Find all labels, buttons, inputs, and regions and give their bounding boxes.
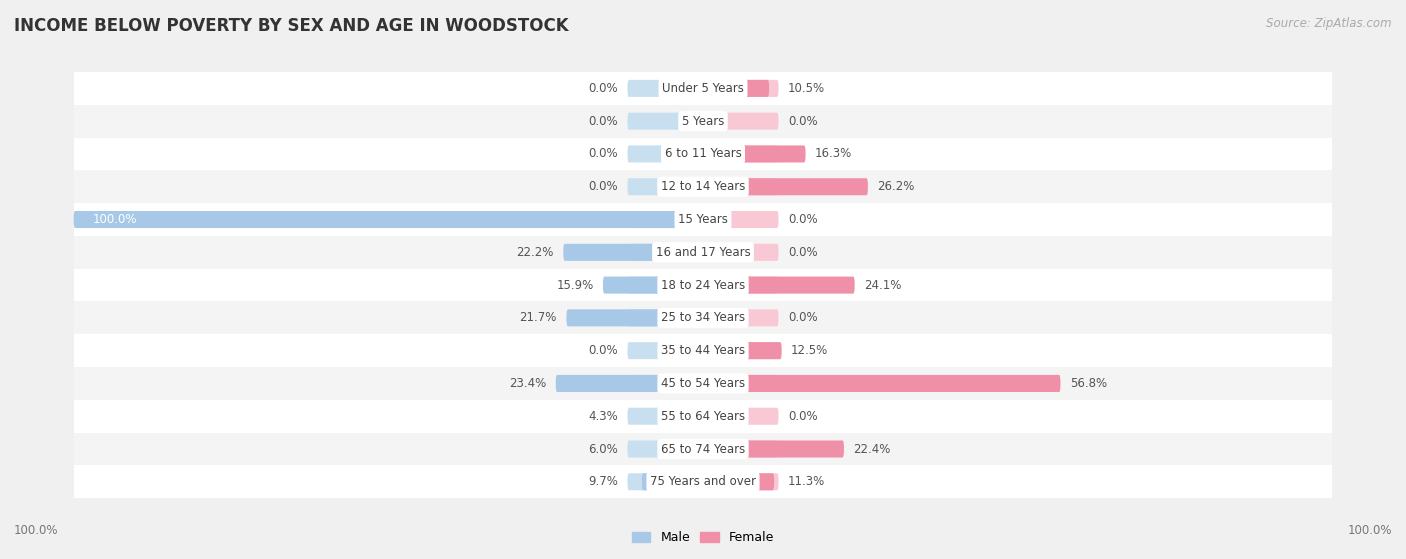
Text: 10.5%: 10.5% (787, 82, 825, 95)
Text: 0.0%: 0.0% (589, 148, 619, 160)
FancyBboxPatch shape (703, 440, 779, 457)
Text: 18 to 24 Years: 18 to 24 Years (661, 278, 745, 292)
FancyBboxPatch shape (703, 211, 779, 228)
Text: 0.0%: 0.0% (589, 82, 619, 95)
FancyBboxPatch shape (703, 244, 779, 261)
FancyBboxPatch shape (555, 375, 703, 392)
Bar (73, 334, 1333, 367)
Legend: Male, Female: Male, Female (627, 526, 779, 549)
Text: 15.9%: 15.9% (557, 278, 593, 292)
Text: 0.0%: 0.0% (589, 344, 619, 357)
Bar (73, 203, 1333, 236)
Text: 24.1%: 24.1% (865, 278, 901, 292)
Text: 25 to 34 Years: 25 to 34 Years (661, 311, 745, 324)
FancyBboxPatch shape (627, 80, 703, 97)
FancyBboxPatch shape (703, 408, 779, 425)
FancyBboxPatch shape (627, 440, 703, 457)
FancyBboxPatch shape (703, 277, 779, 293)
FancyBboxPatch shape (627, 113, 703, 130)
FancyBboxPatch shape (703, 375, 1060, 392)
Text: 16 and 17 Years: 16 and 17 Years (655, 246, 751, 259)
Text: 56.8%: 56.8% (1070, 377, 1107, 390)
FancyBboxPatch shape (703, 145, 806, 163)
FancyBboxPatch shape (703, 178, 868, 195)
Text: 26.2%: 26.2% (877, 180, 915, 193)
Text: 6 to 11 Years: 6 to 11 Years (665, 148, 741, 160)
Text: 75 Years and over: 75 Years and over (650, 475, 756, 489)
Text: 11.3%: 11.3% (787, 475, 825, 489)
Text: 12 to 14 Years: 12 to 14 Years (661, 180, 745, 193)
Bar (73, 236, 1333, 269)
Bar (73, 269, 1333, 301)
FancyBboxPatch shape (567, 309, 703, 326)
Text: Under 5 Years: Under 5 Years (662, 82, 744, 95)
FancyBboxPatch shape (703, 145, 779, 163)
FancyBboxPatch shape (627, 277, 703, 293)
FancyBboxPatch shape (703, 80, 779, 97)
Text: Source: ZipAtlas.com: Source: ZipAtlas.com (1267, 17, 1392, 30)
Text: 0.0%: 0.0% (787, 410, 817, 423)
FancyBboxPatch shape (703, 178, 779, 195)
FancyBboxPatch shape (627, 244, 703, 261)
Bar (73, 72, 1333, 105)
Bar (73, 138, 1333, 170)
FancyBboxPatch shape (627, 309, 703, 326)
FancyBboxPatch shape (627, 342, 703, 359)
FancyBboxPatch shape (603, 277, 703, 293)
FancyBboxPatch shape (703, 375, 779, 392)
Text: 0.0%: 0.0% (589, 180, 619, 193)
Text: INCOME BELOW POVERTY BY SEX AND AGE IN WOODSTOCK: INCOME BELOW POVERTY BY SEX AND AGE IN W… (14, 17, 568, 35)
Text: 35 to 44 Years: 35 to 44 Years (661, 344, 745, 357)
Bar (73, 105, 1333, 138)
Bar (73, 301, 1333, 334)
Text: 15 Years: 15 Years (678, 213, 728, 226)
Bar (73, 367, 1333, 400)
Bar (73, 170, 1333, 203)
Text: 4.3%: 4.3% (588, 410, 619, 423)
FancyBboxPatch shape (627, 375, 703, 392)
FancyBboxPatch shape (703, 309, 779, 326)
Text: 65 to 74 Years: 65 to 74 Years (661, 443, 745, 456)
Text: 5 Years: 5 Years (682, 115, 724, 127)
FancyBboxPatch shape (73, 211, 703, 228)
Text: 55 to 64 Years: 55 to 64 Years (661, 410, 745, 423)
Text: 45 to 54 Years: 45 to 54 Years (661, 377, 745, 390)
Text: 23.4%: 23.4% (509, 377, 547, 390)
FancyBboxPatch shape (627, 178, 703, 195)
FancyBboxPatch shape (703, 342, 779, 359)
Text: 100.0%: 100.0% (14, 524, 59, 537)
Text: 6.0%: 6.0% (588, 443, 619, 456)
Text: 0.0%: 0.0% (787, 115, 817, 127)
Text: 9.7%: 9.7% (588, 475, 619, 489)
Text: 12.5%: 12.5% (792, 344, 828, 357)
FancyBboxPatch shape (564, 244, 703, 261)
FancyBboxPatch shape (627, 211, 703, 228)
Text: 0.0%: 0.0% (787, 213, 817, 226)
Text: 16.3%: 16.3% (815, 148, 852, 160)
FancyBboxPatch shape (676, 408, 703, 425)
FancyBboxPatch shape (703, 473, 775, 490)
FancyBboxPatch shape (703, 277, 855, 293)
Bar (73, 466, 1333, 498)
Text: 0.0%: 0.0% (787, 311, 817, 324)
Text: 0.0%: 0.0% (589, 115, 619, 127)
FancyBboxPatch shape (665, 440, 703, 457)
FancyBboxPatch shape (643, 473, 703, 490)
FancyBboxPatch shape (703, 113, 779, 130)
Bar (73, 400, 1333, 433)
FancyBboxPatch shape (703, 342, 782, 359)
Text: 22.2%: 22.2% (516, 246, 554, 259)
Text: 100.0%: 100.0% (1347, 524, 1392, 537)
Text: 0.0%: 0.0% (787, 246, 817, 259)
FancyBboxPatch shape (627, 408, 703, 425)
FancyBboxPatch shape (703, 80, 769, 97)
Text: 22.4%: 22.4% (853, 443, 891, 456)
Text: 21.7%: 21.7% (520, 311, 557, 324)
FancyBboxPatch shape (627, 473, 703, 490)
FancyBboxPatch shape (703, 473, 779, 490)
Text: 100.0%: 100.0% (93, 213, 136, 226)
FancyBboxPatch shape (703, 440, 844, 457)
FancyBboxPatch shape (627, 145, 703, 163)
Bar (73, 433, 1333, 466)
